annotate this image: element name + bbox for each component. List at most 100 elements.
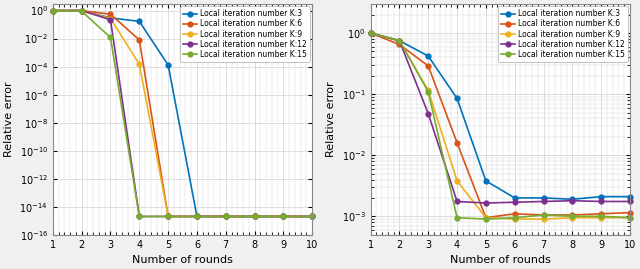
Local iteration number K:3 [308, 215, 316, 218]
Line: Local iteration number K:6: Local iteration number K:6 [368, 31, 632, 220]
Local iteration number K:9 [626, 216, 634, 219]
Local iteration number K:15 [164, 215, 172, 218]
Line: Local iteration number K:3: Local iteration number K:3 [51, 8, 315, 219]
Local iteration number K:6 [424, 64, 432, 68]
Local iteration number K:15 [568, 215, 576, 218]
Local iteration number K:6 [568, 213, 576, 217]
Local iteration number K:3 [78, 9, 86, 12]
Local iteration number K:12 [568, 199, 576, 202]
Local iteration number K:12 [597, 200, 605, 203]
Local iteration number K:15 [540, 213, 547, 217]
Local iteration number K:9 [49, 9, 57, 12]
Local iteration number K:9 [568, 216, 576, 219]
Local iteration number K:15 [482, 217, 490, 221]
Line: Local iteration number K:15: Local iteration number K:15 [51, 8, 315, 219]
Local iteration number K:6 [511, 212, 518, 215]
Local iteration number K:9 [540, 217, 547, 221]
Local iteration number K:12 [453, 200, 461, 203]
Local iteration number K:3 [540, 196, 547, 200]
Local iteration number K:15 [597, 215, 605, 218]
Local iteration number K:3 [626, 195, 634, 198]
Local iteration number K:9 [367, 31, 374, 35]
X-axis label: Number of rounds: Number of rounds [450, 255, 550, 265]
Local iteration number K:15 [136, 215, 143, 218]
Local iteration number K:15 [453, 216, 461, 219]
Line: Local iteration number K:12: Local iteration number K:12 [51, 8, 315, 219]
Local iteration number K:15 [367, 31, 374, 35]
Local iteration number K:6 [367, 31, 374, 35]
Local iteration number K:9 [308, 215, 316, 218]
Local iteration number K:6 [251, 215, 259, 218]
Local iteration number K:6 [164, 215, 172, 218]
Local iteration number K:3 [193, 215, 201, 218]
Local iteration number K:6 [49, 9, 57, 12]
Local iteration number K:3 [251, 215, 259, 218]
Local iteration number K:6 [193, 215, 201, 218]
Local iteration number K:9 [511, 217, 518, 221]
Local iteration number K:15 [193, 215, 201, 218]
Local iteration number K:3 [49, 9, 57, 12]
Local iteration number K:12 [136, 215, 143, 218]
Local iteration number K:12 [424, 112, 432, 115]
Local iteration number K:3 [280, 215, 287, 218]
Local iteration number K:12 [396, 39, 403, 42]
Local iteration number K:9 [396, 39, 403, 42]
Local iteration number K:6 [396, 43, 403, 46]
Local iteration number K:12 [222, 215, 230, 218]
Line: Local iteration number K:9: Local iteration number K:9 [51, 8, 315, 219]
Legend: Local iteration number K:3, Local iteration number K:6, Local iteration number K: Local iteration number K:3, Local iterat… [180, 6, 310, 62]
Local iteration number K:9 [164, 215, 172, 218]
Local iteration number K:15 [222, 215, 230, 218]
Line: Local iteration number K:3: Local iteration number K:3 [368, 31, 632, 202]
Local iteration number K:15 [308, 215, 316, 218]
Local iteration number K:6 [280, 215, 287, 218]
X-axis label: Number of rounds: Number of rounds [132, 255, 233, 265]
Local iteration number K:15 [626, 216, 634, 219]
Local iteration number K:6 [453, 141, 461, 144]
Y-axis label: Relative error: Relative error [326, 82, 336, 157]
Local iteration number K:6 [78, 9, 86, 12]
Local iteration number K:15 [251, 215, 259, 218]
Local iteration number K:9 [280, 215, 287, 218]
Local iteration number K:9 [597, 216, 605, 219]
Local iteration number K:3 [453, 97, 461, 100]
Local iteration number K:6 [482, 216, 490, 219]
Local iteration number K:3 [396, 39, 403, 42]
Local iteration number K:9 [193, 215, 201, 218]
Local iteration number K:9 [78, 9, 86, 12]
Local iteration number K:12 [308, 215, 316, 218]
Local iteration number K:9 [222, 215, 230, 218]
Local iteration number K:3 [107, 16, 115, 20]
Local iteration number K:9 [136, 62, 143, 66]
Local iteration number K:3 [568, 198, 576, 201]
Local iteration number K:15 [396, 39, 403, 42]
Local iteration number K:3 [222, 215, 230, 218]
Local iteration number K:9 [424, 89, 432, 92]
Local iteration number K:12 [193, 215, 201, 218]
Y-axis label: Relative error: Relative error [4, 82, 14, 157]
Local iteration number K:9 [482, 216, 490, 219]
Local iteration number K:6 [540, 213, 547, 217]
Local iteration number K:6 [308, 215, 316, 218]
Local iteration number K:3 [367, 31, 374, 35]
Local iteration number K:15 [280, 215, 287, 218]
Local iteration number K:6 [107, 13, 115, 16]
Local iteration number K:6 [597, 212, 605, 215]
Local iteration number K:12 [78, 9, 86, 12]
Local iteration number K:9 [107, 17, 115, 20]
Local iteration number K:6 [136, 38, 143, 41]
Local iteration number K:6 [222, 215, 230, 218]
Local iteration number K:9 [453, 179, 461, 182]
Local iteration number K:12 [251, 215, 259, 218]
Local iteration number K:12 [540, 200, 547, 203]
Local iteration number K:12 [511, 201, 518, 204]
Local iteration number K:15 [511, 216, 518, 219]
Local iteration number K:12 [164, 215, 172, 218]
Local iteration number K:15 [424, 90, 432, 93]
Local iteration number K:9 [251, 215, 259, 218]
Local iteration number K:12 [626, 200, 634, 203]
Local iteration number K:3 [511, 196, 518, 200]
Line: Local iteration number K:15: Local iteration number K:15 [368, 31, 632, 222]
Local iteration number K:12 [107, 18, 115, 22]
Line: Local iteration number K:9: Local iteration number K:9 [368, 31, 632, 222]
